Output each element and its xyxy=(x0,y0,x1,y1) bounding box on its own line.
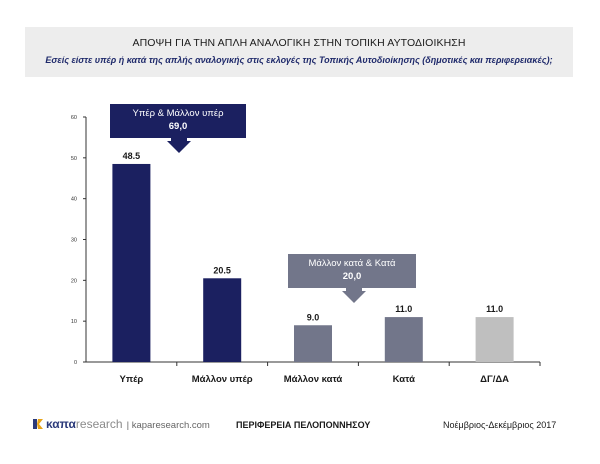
bar xyxy=(475,317,514,362)
logo-url-text: | kaparesearch.com xyxy=(126,420,210,431)
y-tick-label: 50 xyxy=(71,156,77,162)
bar xyxy=(203,278,242,362)
bar-value-label: 9.0 xyxy=(307,312,320,322)
bar-value-label: 48.5 xyxy=(123,151,141,161)
logo-research-text: research xyxy=(75,417,123,431)
x-category-label: Υπέρ xyxy=(120,374,144,385)
callout-for-arrow xyxy=(167,138,191,153)
y-tick-label: 20 xyxy=(71,278,77,284)
bar xyxy=(294,325,332,362)
footer-date: Νοέμβριος-Δεκέμβριος 2017 xyxy=(443,420,557,430)
callout-against: Μάλλον κατά & Κατά 20,0 xyxy=(288,254,416,288)
callout-against-label: Μάλλον κατά & Κατά xyxy=(308,258,396,269)
y-tick-label: 60 xyxy=(71,115,77,121)
kapa-research-logo: καπαresearch | kaparesearch.com xyxy=(33,417,210,431)
callout-against-arrow xyxy=(342,288,366,303)
bar-value-label: 20.5 xyxy=(213,265,231,275)
callout-against-value: 20,0 xyxy=(342,271,362,282)
x-category-label: ΔΓ/ΔΑ xyxy=(480,374,509,385)
bar xyxy=(112,163,151,362)
footer-region: ΠΕΡΙΦΕΡΕΙΑ ΠΕΛΟΠΟΝΝΗΣΟΥ xyxy=(236,420,371,430)
callout-for-label: Υπέρ & Μάλλον υπέρ xyxy=(132,108,224,119)
callout-for: Υπέρ & Μάλλον υπέρ 69,0 xyxy=(110,104,246,138)
logo-kapa-text: καπα xyxy=(46,417,76,431)
y-tick-label: 30 xyxy=(71,238,77,244)
chart-header: ΑΠΟΨΗ ΓΙΑ ΤΗΝ ΑΠΛΗ ΑΝΑΛΟΓΙΚΗ ΣΤΗΝ ΤΟΠΙΚΗ… xyxy=(25,27,573,77)
bar xyxy=(384,317,423,362)
x-category-label: Κατά xyxy=(393,374,415,385)
bar-value-label: 11.0 xyxy=(486,304,503,314)
chart-subtitle: Εσείς είστε υπέρ ή κατά της απλής αναλογ… xyxy=(45,55,553,65)
y-tick-label: 0 xyxy=(74,360,77,366)
y-tick-label: 10 xyxy=(71,319,77,325)
chart-title: ΑΠΟΨΗ ΓΙΑ ΤΗΝ ΑΠΛΗ ΑΝΑΛΟΓΙΚΗ ΣΤΗΝ ΤΟΠΙΚΗ… xyxy=(132,37,466,49)
y-tick-label: 40 xyxy=(71,197,77,203)
callout-for-value: 69,0 xyxy=(168,121,188,132)
x-category-label: Μάλλον υπέρ xyxy=(192,374,253,385)
x-category-label: Μάλλον κατά xyxy=(284,374,343,385)
kapa-logo-icon xyxy=(33,419,43,429)
bar-value-label: 11.0 xyxy=(395,304,412,314)
